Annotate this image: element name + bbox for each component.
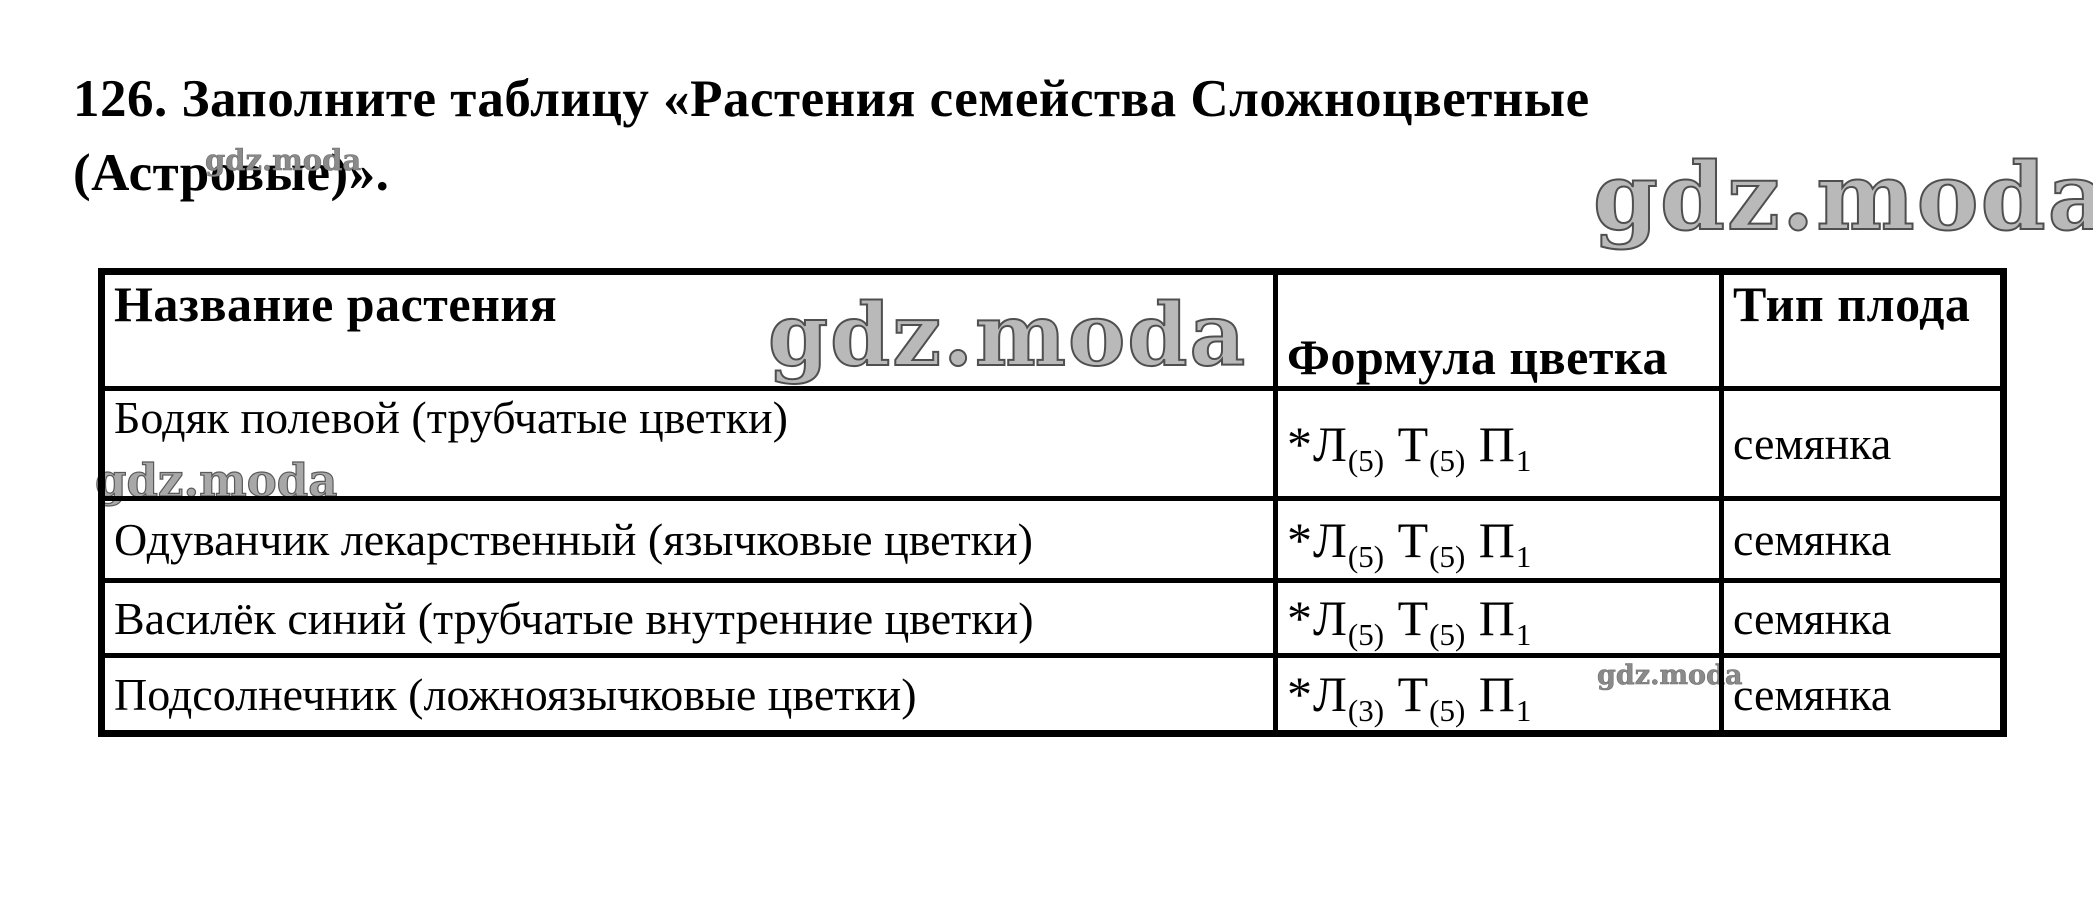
exercise-title: 126. Заполните таблицу «Растения семейст… (73, 62, 1590, 210)
plants-table: Название растения Формула цветка Тип пло… (98, 268, 2007, 737)
flower-formula-cell: *Л(5) Т(5) П1 (1273, 578, 1724, 658)
title-line-1: 126. Заполните таблицу «Растения семейст… (73, 70, 1590, 128)
table-row: Одуванчик лекарственный (язычковые цветк… (99, 496, 2006, 583)
flower-formula-cell: *Л(5) Т(5) П1 (1273, 496, 1724, 583)
fruit-type-cell: семянка (1719, 496, 2006, 583)
flower-formula-cell: *Л(5) Т(5) П1 (1273, 386, 1724, 501)
table-row: Бодяк полевой (трубчатые цветки) *Л(5) Т… (99, 386, 2006, 501)
table-row: Василёк синий (трубчатые внутренние цвет… (99, 578, 2006, 658)
fruit-type-cell: семянка (1719, 653, 2006, 736)
flower-formula-cell: *Л(3) Т(5) П1 (1273, 653, 1724, 736)
col-header-flower-formula: Формула цветка (1273, 269, 1724, 391)
watermark-under-title: gdz.moda (205, 143, 362, 177)
plant-name-cell: Василёк синий (трубчатые внутренние цвет… (99, 578, 1278, 658)
watermark-top-right: gdz.moda (1592, 142, 2093, 251)
col-header-plant-name: Название растения (99, 269, 1278, 391)
title-line-2: (Астровые)». (73, 144, 390, 202)
fruit-type-cell: семянка (1719, 578, 2006, 658)
plant-name-cell: Одуванчик лекарственный (язычковые цветк… (99, 496, 1278, 583)
fruit-type-cell: семянка (1719, 386, 2006, 501)
col-header-fruit-type: Тип плода (1719, 269, 2006, 391)
table-row: Подсолнечник (ложноязычковые цветки) *Л(… (99, 653, 2006, 736)
table-header-row: Название растения Формула цветка Тип пло… (99, 269, 2006, 391)
plant-name-cell: Подсолнечник (ложноязычковые цветки) (99, 653, 1278, 736)
plant-name-cell: Бодяк полевой (трубчатые цветки) (99, 386, 1278, 501)
